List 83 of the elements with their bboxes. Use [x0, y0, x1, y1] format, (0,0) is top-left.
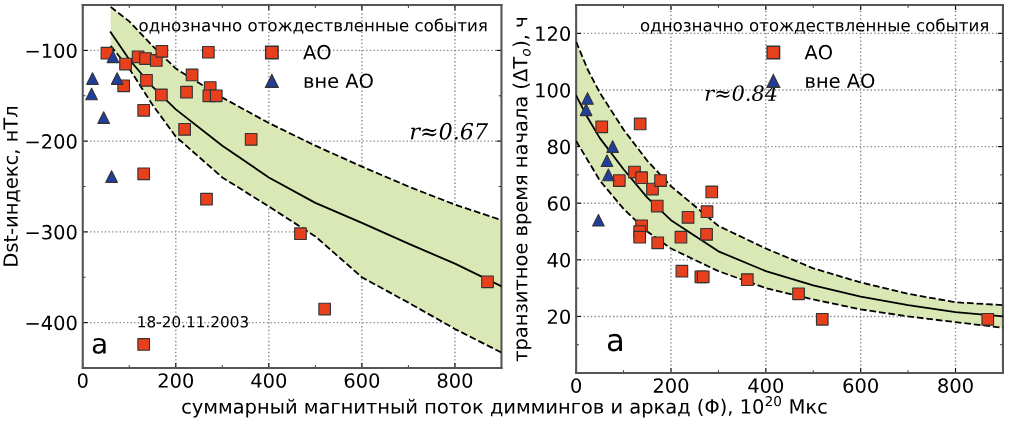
point [592, 213, 605, 227]
point [602, 168, 615, 182]
y-tick-label: 40 [547, 252, 570, 268]
point [200, 192, 213, 206]
point [155, 88, 168, 102]
point [155, 44, 169, 58]
point [105, 170, 118, 183]
point [106, 50, 120, 64]
legend-title: однозначно отождествленные события [139, 18, 487, 34]
point [740, 273, 754, 287]
legend-label: вне АО [304, 73, 373, 89]
x-tick-label: 600 [843, 378, 878, 393]
point [700, 205, 714, 219]
legend-title: однозначно отождествленные события [640, 18, 988, 34]
point [606, 140, 620, 153]
x-tick-label: 200 [653, 378, 689, 393]
annotation: r≈0.84 [705, 85, 777, 102]
point [318, 302, 332, 316]
point [705, 185, 719, 199]
point [119, 57, 132, 71]
y-tick-label: −100 [26, 43, 77, 59]
point [681, 210, 695, 224]
point [651, 236, 665, 250]
line-series [576, 140, 1003, 329]
y-axis-title: Dst-индекс, нТл [3, 106, 21, 266]
point [244, 132, 258, 146]
point [600, 154, 614, 168]
point [97, 111, 111, 124]
point [137, 167, 151, 181]
legend-label: АО [303, 44, 331, 60]
point [581, 92, 594, 105]
point [209, 89, 223, 103]
x-tick-label: 0 [571, 378, 582, 393]
point [633, 230, 647, 244]
point [201, 45, 215, 59]
x-tick-label: 400 [251, 373, 287, 388]
point [981, 312, 995, 326]
annotation: а [92, 337, 106, 354]
y-tick-label: 60 [547, 196, 570, 211]
point [815, 312, 829, 326]
point [612, 174, 626, 187]
point [85, 87, 98, 101]
y-tick-label: −300 [26, 224, 77, 240]
point [481, 275, 494, 289]
x-tick-label: 800 [437, 373, 473, 388]
y-tick-label: 20 [547, 309, 570, 325]
point [635, 171, 648, 185]
point [137, 103, 151, 117]
y-tick-label: 120 [536, 26, 570, 42]
point [140, 74, 153, 87]
legend-label: вне АО [806, 73, 875, 89]
point [595, 120, 609, 134]
x-tick-label: 800 [938, 378, 973, 393]
point [178, 122, 191, 136]
point [633, 117, 647, 131]
point [674, 230, 688, 244]
x-tick-label: 600 [344, 373, 380, 388]
y-tick-label: 100 [536, 82, 570, 98]
y-tick-label: −200 [26, 134, 77, 149]
point [792, 287, 805, 301]
x-axis-title: суммарный магнитный поток диммингов и аркад (Φ), 10$^{20}$ Мкс [182, 396, 827, 418]
annotation: 18-20.11.2003 [138, 315, 248, 328]
point [650, 199, 664, 213]
annotation: r≈0.67 [410, 122, 489, 140]
point [700, 227, 713, 241]
point [180, 85, 193, 99]
point [294, 227, 307, 241]
point [579, 103, 593, 117]
x-tick-label: 0 [77, 373, 88, 388]
x-tick-label: 400 [748, 378, 784, 393]
point [139, 52, 152, 65]
line-series [109, 5, 502, 221]
point [654, 174, 667, 187]
y-tick-label: 80 [547, 139, 570, 155]
annotation: а [607, 333, 622, 352]
x-tick-label: 200 [158, 373, 194, 388]
point [675, 264, 689, 278]
point [110, 72, 124, 85]
y-tick-label: −400 [26, 315, 77, 331]
legend-label: АО [804, 44, 832, 60]
point [137, 338, 151, 351]
y-axis-title: транзитное время начала (ΔT$_{o}$), ч [512, 18, 532, 362]
point [86, 72, 99, 85]
